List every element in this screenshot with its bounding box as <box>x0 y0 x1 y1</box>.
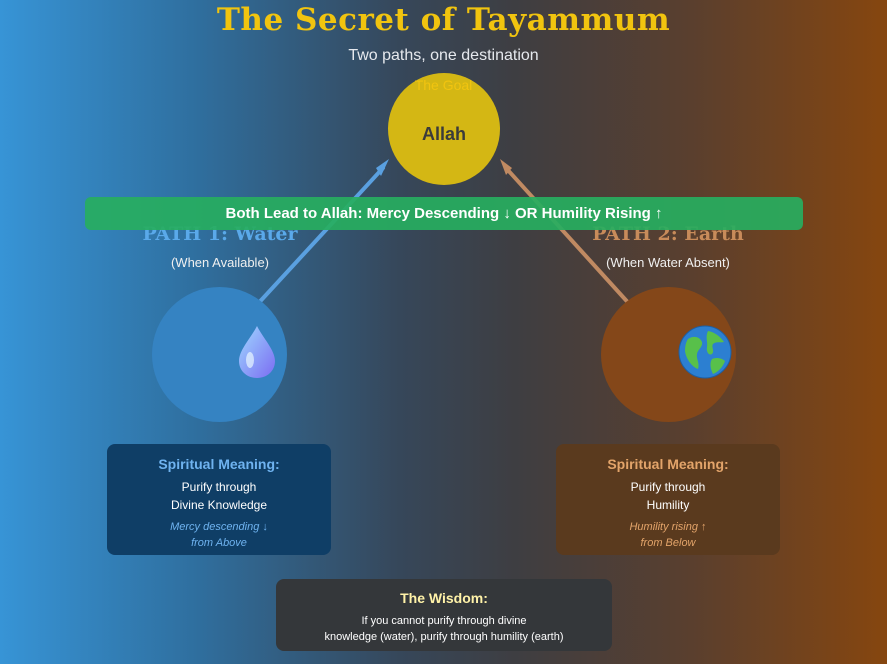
wisdom-line-2: knowledge (water), purify through humili… <box>324 631 564 643</box>
goal-label: The Goal <box>414 77 473 93</box>
page-subtitle: Two paths, one destination <box>348 47 539 64</box>
water-card-note-1: Mercy descending ↓ <box>170 521 268 533</box>
wisdom-line-1: If you cannot purify through divine <box>361 615 527 627</box>
globe-icon <box>678 325 732 379</box>
earth-card-heading: Spiritual Meaning: <box>607 456 729 472</box>
goal-name: Allah <box>421 124 466 144</box>
earth-meaning-card: Spiritual Meaning: Purify through Humili… <box>556 444 780 555</box>
earth-card-note-1: Humility rising ↑ <box>629 521 707 533</box>
water-drop-icon <box>239 326 275 378</box>
page-title: The Secret of Tayammum <box>216 2 671 38</box>
wisdom-heading: The Wisdom: <box>400 590 488 606</box>
water-card-line-2: Divine Knowledge <box>170 498 268 512</box>
water-card-note-2: from Above <box>191 537 247 549</box>
water-path-arrow-line <box>252 166 385 310</box>
earth-card-note-2: from Below <box>640 537 696 549</box>
water-meaning-card: Spiritual Meaning: Purify through Divine… <box>107 444 331 555</box>
water-card-heading: Spiritual Meaning: <box>158 456 280 472</box>
earth-card-line-2: Humility <box>646 498 690 512</box>
water-path-subtitle: (When Available) <box>170 255 270 270</box>
wisdom-box: The Wisdom: If you cannot purify through… <box>276 579 612 651</box>
goal-circle <box>388 73 500 185</box>
water-card-line-1: Purify through <box>181 480 257 494</box>
earth-card-line-1: Purify through <box>630 480 706 494</box>
both-paths-banner: Both Lead to Allah: Mercy Descending ↓ O… <box>85 197 803 230</box>
earth-path-arrow-line <box>504 166 635 310</box>
earth-path-arrowhead <box>500 159 512 175</box>
water-path-arrowhead <box>376 159 389 176</box>
earth-path-subtitle: (When Water Absent) <box>606 255 730 270</box>
